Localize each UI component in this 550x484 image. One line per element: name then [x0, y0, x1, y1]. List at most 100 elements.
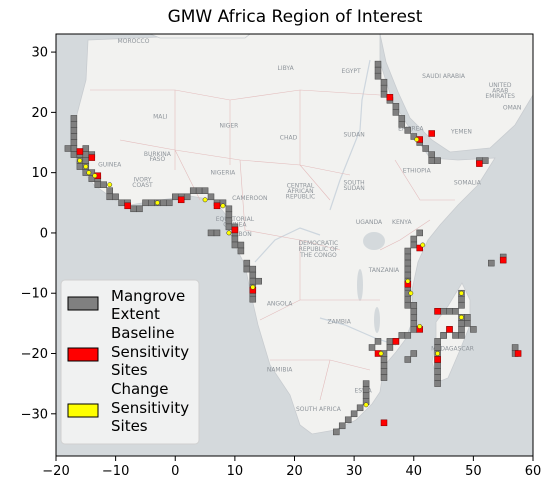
legend-label-change-line3: Sites: [111, 417, 148, 435]
y-tick-label: 20: [31, 106, 48, 121]
mangrove-cell: [249, 277, 257, 285]
mangrove-cell: [404, 253, 412, 261]
legend-label-baseline-line3: Sites: [111, 361, 148, 379]
mangrove-cell: [404, 302, 412, 309]
mangrove-cell: [380, 356, 388, 363]
x-tick-label: 60: [525, 464, 542, 479]
mangrove-cell: [374, 60, 382, 68]
lake-tanganyika: [357, 269, 363, 301]
mangrove-cell: [82, 145, 90, 152]
map-label: TANZANIA: [368, 267, 400, 274]
nile-river: [329, 59, 371, 211]
baseline-site: [416, 244, 423, 252]
mangrove-cell: [100, 181, 107, 188]
change-site: [154, 200, 160, 206]
map-label: ZAMBIA: [328, 318, 352, 325]
mangrove-cell: [511, 344, 519, 351]
y-tick-label: −30: [21, 407, 48, 422]
mangrove-cell: [488, 259, 495, 267]
mangrove-cell: [428, 151, 435, 158]
mangrove-cell: [434, 374, 441, 381]
mangrove-cell: [243, 265, 251, 273]
legend: Mangrove Extent Baseline Sensitivity Sit…: [60, 279, 200, 445]
mangrove-cell: [434, 338, 441, 345]
baseline-site: [124, 202, 131, 210]
map-label: OMAN: [503, 104, 522, 111]
map-label: KENYA: [392, 219, 412, 226]
change-site: [77, 158, 83, 164]
mangrove-cell: [70, 121, 78, 128]
baseline-site: [213, 202, 221, 210]
mangrove-cell: [82, 151, 90, 158]
mangrove-cell: [380, 362, 388, 369]
mangrove-cell: [106, 187, 113, 194]
y-axis: −30 −20 −10 0 10 20 30: [21, 46, 56, 422]
legend-label-mangrove-line2: Extent: [111, 305, 160, 323]
mangrove-cell: [362, 380, 370, 387]
mangrove-cell: [434, 362, 441, 369]
change-site: [417, 323, 423, 329]
change-site: [414, 137, 420, 142]
mangrove-cell: [380, 91, 388, 98]
arabia-landmass: [379, 34, 533, 153]
baseline-site: [428, 130, 435, 137]
mangrove-cell: [374, 338, 382, 345]
lake-victoria: [363, 232, 385, 250]
change-site: [250, 284, 256, 290]
legend-swatch-change: [67, 403, 99, 418]
legend-label-change-line2: Sensitivity: [111, 399, 189, 417]
map-label: NAMIBIA: [267, 367, 293, 374]
x-tick-label: 0: [171, 464, 179, 479]
mangrove-cell: [344, 416, 352, 424]
change-site: [92, 173, 98, 179]
mangrove-cell: [374, 72, 382, 80]
mangrove-cell: [213, 229, 221, 237]
mangrove-cell: [64, 145, 72, 152]
map-label: NIGERIA: [211, 170, 237, 177]
map-label: MADAGASCAR: [431, 346, 474, 353]
mangrove-cell: [362, 392, 370, 399]
mangrove-cell: [118, 199, 125, 207]
mangrove-cell: [231, 241, 239, 249]
x-tick-label: 20: [286, 464, 303, 479]
congo-river: [254, 227, 321, 263]
map-label: UNITED: [489, 82, 512, 89]
mangrove-cell: [112, 193, 119, 201]
mangrove-cell: [201, 187, 209, 194]
change-site: [83, 164, 89, 170]
x-tick-label: −20: [42, 464, 69, 479]
change-site: [86, 170, 92, 176]
change-site: [378, 351, 384, 356]
zambezi-river: [319, 317, 397, 346]
mangrove-cell: [333, 428, 340, 436]
mangrove-cell: [410, 308, 418, 315]
map-label: THE CONGO: [299, 252, 337, 259]
mangrove-cell: [195, 187, 203, 194]
map-label: BURKINA: [144, 151, 172, 158]
change-site: [458, 290, 464, 296]
map-label: ARAB: [492, 88, 508, 95]
legend-swatch-mangrove: [67, 296, 99, 311]
mangrove-cell: [434, 157, 441, 164]
legend-label-baseline-line1: Baseline: [111, 324, 175, 342]
legend-swatch-baseline: [67, 347, 99, 362]
mangrove-cell: [207, 193, 215, 201]
map-label: UGANDA: [356, 219, 383, 226]
mangrove-cell: [404, 127, 412, 134]
mangrove-cell: [464, 314, 471, 321]
map-label: GABON: [230, 231, 252, 238]
map-label: MALI: [153, 113, 168, 120]
mangrove-cell: [183, 193, 191, 201]
baseline-site: [76, 148, 84, 155]
mangrove-cell: [368, 344, 376, 351]
mangrove-cell: [130, 205, 137, 213]
mangrove-cell: [482, 157, 489, 164]
mangrove-cell: [410, 235, 418, 243]
mangrove-cell: [70, 139, 78, 146]
mangrove-cell: [434, 368, 441, 375]
baseline-site: [177, 196, 185, 204]
change-site: [202, 197, 208, 203]
mangrove-cell: [142, 199, 149, 207]
x-tick-label: 50: [465, 464, 482, 479]
